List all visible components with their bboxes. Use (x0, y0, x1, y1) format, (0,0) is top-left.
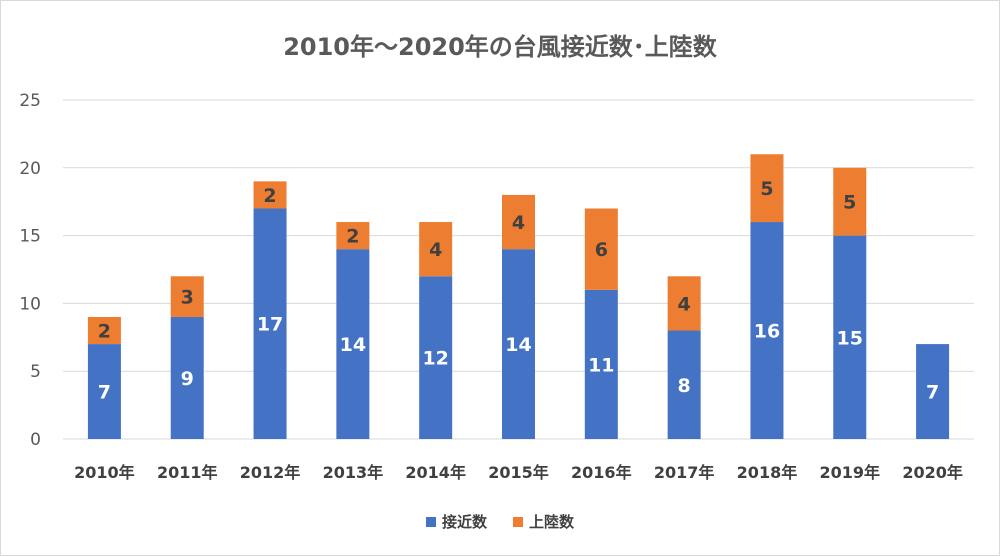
bar-landfall (336, 222, 370, 250)
x-tick-label: 2016年 (571, 463, 632, 482)
data-label: 6 (595, 239, 608, 261)
data-label: 7 (98, 382, 111, 404)
legend-swatch-series-2 (513, 516, 523, 527)
legend-item-series-1: 接近数 (425, 511, 487, 532)
data-label: 5 (843, 192, 856, 214)
bar-landfall (87, 316, 121, 345)
legend-item-series-2: 上陸数 (513, 511, 574, 532)
data-label: 9 (181, 368, 194, 390)
legend-swatch-series-1 (425, 516, 436, 527)
data-label: 5 (760, 178, 773, 200)
x-tick-label: 2011年 (157, 463, 218, 482)
y-tick-label: 5 (30, 362, 41, 382)
bar-landfall (253, 181, 287, 209)
x-tick-label: 2018年 (737, 463, 798, 482)
y-tick-label: 20 (19, 159, 41, 179)
bar-landfall (833, 167, 867, 236)
x-tick-label: 2017年 (654, 463, 715, 482)
data-label: 4 (512, 212, 525, 234)
bar-approach (584, 289, 618, 439)
y-tick-label: 10 (19, 294, 41, 314)
bar-landfall (667, 276, 701, 331)
data-label: 14 (340, 334, 366, 356)
data-label: 11 (588, 354, 614, 376)
chart-title: 2010年～2020年の台風接近数･上陸数 (283, 33, 717, 61)
bar-landfall (584, 208, 618, 290)
x-tick-label: 2012年 (240, 463, 301, 482)
x-tick-label: 2010年 (74, 463, 135, 482)
data-label: 16 (754, 321, 780, 343)
bar-approach (419, 276, 453, 439)
data-label: 8 (678, 375, 691, 397)
bar-approach (253, 208, 287, 439)
y-tick-label: 0 (30, 430, 41, 450)
legend-label-series-1: 接近数 (441, 513, 487, 531)
legend: 接近数 上陸数 (1, 511, 999, 532)
legend-label-series-2: 上陸数 (529, 513, 575, 531)
data-label: 7 (926, 382, 939, 404)
bar-approach (87, 344, 121, 439)
data-label: 4 (678, 293, 691, 315)
data-label: 14 (505, 334, 531, 356)
data-label: 12 (422, 348, 448, 370)
bar-approach (833, 235, 867, 439)
bar-approach (667, 330, 701, 439)
data-label: 17 (257, 314, 283, 336)
x-tick-label: 2020年 (902, 463, 963, 482)
data-label: 2 (98, 321, 111, 343)
y-tick-label: 15 (19, 227, 41, 247)
y-tick-label: 25 (19, 91, 41, 111)
bar-landfall (750, 154, 784, 223)
bar-approach (502, 249, 535, 439)
data-label: 2 (263, 185, 276, 207)
data-label: 4 (429, 239, 442, 261)
bar-approach (170, 316, 204, 439)
bar-landfall (170, 276, 204, 317)
bar-approach (916, 344, 950, 439)
x-tick-label: 2019年 (819, 463, 880, 482)
data-label: 2 (346, 226, 359, 248)
x-tick-label: 2015年 (488, 463, 549, 482)
data-label: 15 (837, 327, 863, 349)
data-label: 3 (181, 287, 194, 309)
bar-landfall (419, 222, 453, 277)
bar-approach (750, 222, 784, 439)
x-tick-label: 2014年 (405, 463, 466, 482)
x-tick-label: 2013年 (323, 463, 384, 482)
bar-landfall (502, 194, 535, 250)
bar-approach (336, 249, 370, 439)
